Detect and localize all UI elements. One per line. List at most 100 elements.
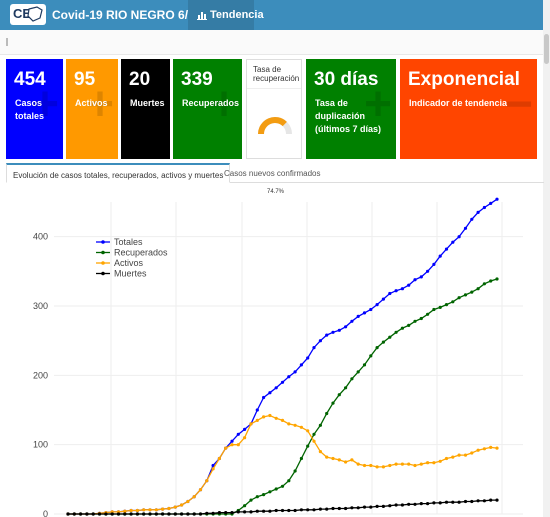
data-point (186, 512, 190, 516)
data-point (72, 512, 76, 516)
data-point (482, 282, 486, 286)
data-point (482, 447, 486, 451)
data-point (318, 450, 322, 454)
data-point (312, 508, 316, 512)
data-point (457, 296, 461, 300)
data-point (255, 509, 259, 513)
data-point (451, 300, 455, 304)
legend-marker (101, 240, 105, 244)
data-point (381, 504, 385, 508)
data-point (249, 422, 253, 426)
data-point (388, 504, 392, 508)
data-point (438, 305, 442, 309)
data-point (356, 462, 360, 466)
data-point (306, 508, 310, 512)
data-point (205, 511, 209, 515)
data-point (438, 459, 442, 463)
data-point (381, 340, 385, 344)
legend-marker (101, 271, 105, 276)
data-point (161, 507, 165, 511)
data-point (482, 205, 486, 210)
data-point (116, 512, 121, 516)
data-point (344, 386, 348, 390)
series-line-activos (68, 414, 498, 515)
data-point (457, 453, 461, 457)
data-point (432, 501, 436, 505)
data-point (413, 502, 417, 506)
data-point (470, 290, 474, 294)
data-point (85, 512, 89, 516)
app-title: Covid-19 RIO NEGRO 6/6/20 (52, 8, 212, 22)
data-point (167, 506, 171, 511)
sidebar-toggle[interactable] (6, 38, 8, 46)
data-point (394, 330, 398, 334)
data-point (224, 511, 228, 515)
data-point (293, 423, 297, 427)
scrollbar-thumb[interactable] (544, 34, 549, 64)
data-point (306, 444, 310, 448)
data-point (457, 500, 461, 504)
data-point (154, 512, 158, 516)
trend-indicator-label: Indicador de tendencia (409, 98, 508, 108)
data-point (79, 512, 83, 516)
data-point (255, 418, 259, 422)
page-scrollbar[interactable] (543, 0, 550, 517)
data-point (495, 197, 499, 201)
map-icon (27, 6, 43, 22)
data-point (312, 432, 316, 436)
data-point (432, 461, 436, 465)
value-box-recovered: + 339 Recuperados (173, 59, 242, 159)
data-point (198, 488, 203, 492)
legend-label: Recuperados (114, 248, 168, 258)
tab-tendencia[interactable]: Tendencia (188, 0, 264, 30)
data-point (205, 479, 209, 483)
data-point (148, 512, 152, 516)
plus-icon: + (85, 78, 114, 131)
legend-marker (101, 250, 105, 255)
data-point (198, 512, 203, 516)
data-point (325, 333, 329, 337)
gauge-title: Tasa de recuperación (253, 65, 300, 83)
data-point (306, 429, 310, 433)
data-point (344, 460, 348, 464)
data-point (350, 319, 354, 323)
data-point (211, 463, 215, 468)
data-point (489, 445, 493, 449)
data-point (489, 201, 493, 205)
data-point (280, 508, 285, 513)
tab-tendencia-label: Tendencia (210, 9, 264, 21)
data-point (451, 240, 455, 244)
data-point (287, 479, 291, 483)
data-point (129, 512, 133, 516)
data-point (280, 484, 285, 488)
tab-new-cases[interactable]: Casos nuevos confirmados (224, 169, 321, 178)
plus-icon: + (363, 78, 392, 131)
data-point (167, 512, 171, 516)
data-point (476, 499, 480, 503)
recovery-rate-gauge-box: Tasa de recuperación 74.7% (246, 59, 302, 195)
legend-marker (101, 261, 105, 265)
tab-evolution[interactable]: Evolución de casos totales, recuperados,… (6, 163, 231, 183)
data-point (123, 509, 127, 513)
data-point (262, 509, 266, 513)
data-point (457, 235, 461, 239)
y-tick-label: 200 (33, 370, 48, 380)
data-point (438, 501, 442, 505)
data-point (337, 506, 341, 511)
data-point (262, 493, 266, 497)
data-point (444, 303, 449, 307)
data-point (255, 408, 259, 412)
data-point (331, 456, 335, 461)
data-point (451, 455, 455, 459)
data-point (325, 455, 329, 459)
data-point (318, 507, 322, 511)
series-line-recuperados (68, 278, 498, 515)
y-tick-label: 400 (33, 232, 48, 242)
data-point (318, 423, 322, 427)
data-point (350, 377, 354, 381)
data-point (444, 500, 449, 504)
value-box-active-cases: + 95 Activos (66, 59, 118, 159)
data-point (274, 487, 278, 491)
data-point (400, 503, 404, 507)
data-point (400, 326, 404, 330)
